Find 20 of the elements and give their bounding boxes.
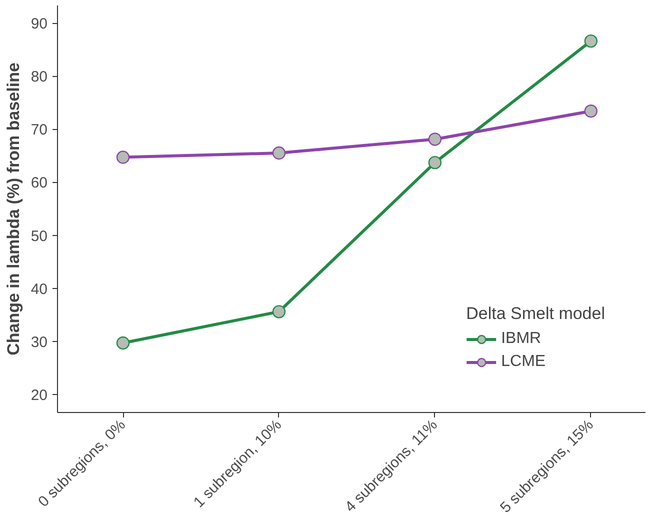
y-tick-label: 90 (30, 16, 48, 33)
y-tick-label: 50 (30, 228, 48, 245)
legend-label: LCME (501, 353, 546, 371)
legend-title: Delta Smelt model (466, 304, 605, 324)
point (116, 150, 130, 164)
point (272, 146, 286, 160)
y-tick-label: 30 (30, 334, 48, 351)
point (428, 156, 442, 170)
legend-label: IBMR (501, 330, 542, 348)
y-tick-label: 80 (30, 68, 48, 86)
point (428, 132, 442, 146)
y-tick-label: 70 (30, 122, 48, 139)
point (116, 336, 130, 350)
point (272, 305, 286, 318)
y-tick-label: 60 (30, 174, 48, 192)
y-tick-label: 20 (30, 386, 48, 404)
y-tick-label: 40 (30, 280, 48, 298)
point (584, 34, 598, 48)
point (584, 104, 598, 118)
y-axis-title: Change in lambda (%) from baseline (4, 62, 23, 356)
